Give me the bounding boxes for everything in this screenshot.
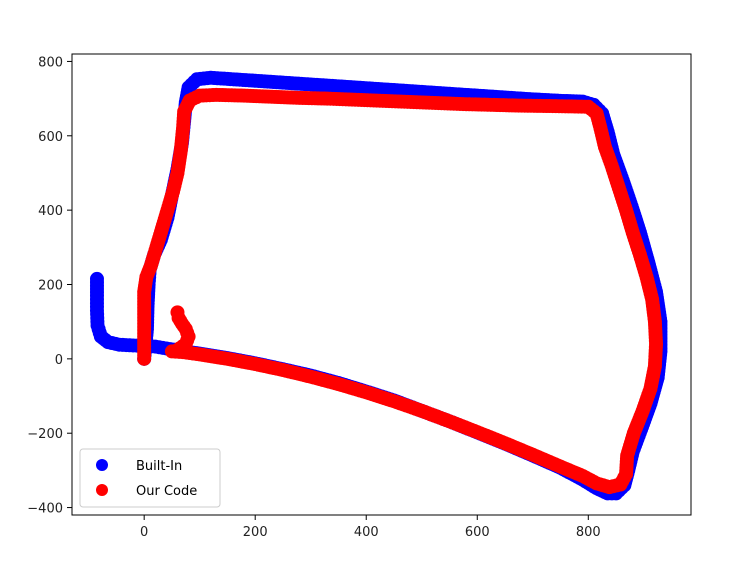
x-tick-label: 400 <box>354 525 379 540</box>
x-axis: 0 200 400 600 800 <box>140 515 601 540</box>
y-tick-label: 800 <box>38 55 63 70</box>
legend-label: Our Code <box>136 484 197 499</box>
y-tick-label: −200 <box>27 427 63 442</box>
y-tick-label: 0 <box>55 353 63 368</box>
y-tick-label: 200 <box>38 279 63 294</box>
x-tick-label: 600 <box>465 525 490 540</box>
data-point <box>170 305 185 320</box>
legend: Built-In Our Code <box>79 448 221 508</box>
legend-label: Built-In <box>136 459 182 474</box>
y-tick-label: 400 <box>38 204 63 219</box>
plot-area <box>89 70 668 501</box>
legend-marker <box>96 459 108 471</box>
legend-box <box>79 448 221 508</box>
y-tick-label: −400 <box>27 502 63 517</box>
series-our-code <box>137 87 664 495</box>
x-tick-label: 800 <box>576 525 601 540</box>
y-axis: −400 −200 0 200 400 600 800 <box>27 55 72 517</box>
x-tick-label: 0 <box>140 525 148 540</box>
legend-marker <box>96 484 108 496</box>
y-tick-label: 600 <box>38 130 63 145</box>
x-tick-label: 200 <box>243 525 268 540</box>
